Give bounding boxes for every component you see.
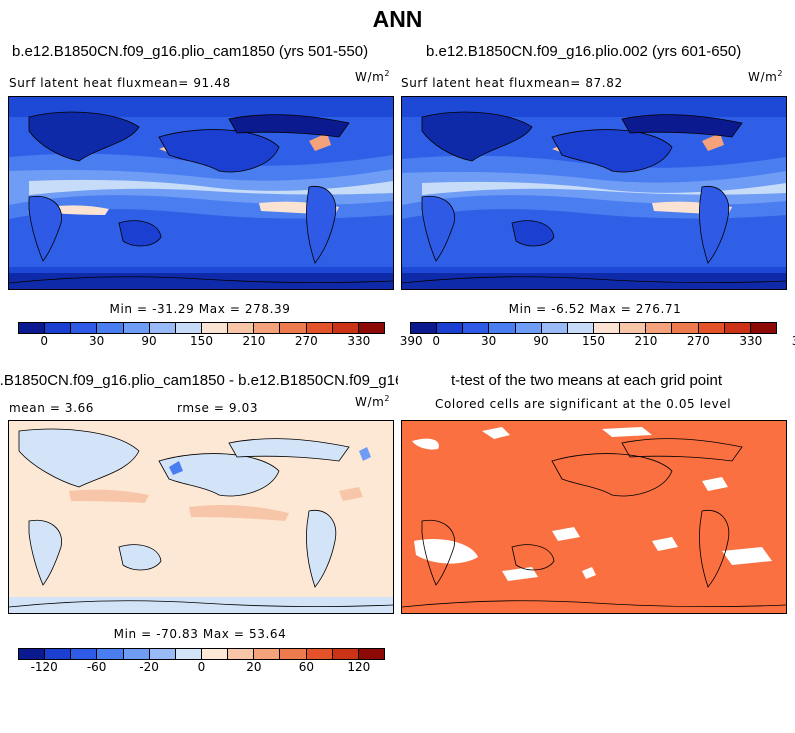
colorbar-cell <box>541 323 568 333</box>
colorbar-cell <box>358 649 384 659</box>
colorbar-tick-label: 330 <box>347 334 371 348</box>
panel3-minmax: Min = -70.83 Max = 53.64 <box>113 627 287 641</box>
figure-title: ANN <box>372 6 423 32</box>
colorbar-cell <box>228 649 255 659</box>
colorbar-cell <box>254 649 281 659</box>
panel4-subtitle: Colored cells are significant at the 0.0… <box>435 397 732 411</box>
colorbar-tick-label: 0 <box>197 660 206 674</box>
colorbar-cell <box>698 323 725 333</box>
colorbar-cell <box>280 323 307 333</box>
colorbar-tick-label: 90 <box>533 334 549 348</box>
colorbar-cell <box>19 649 46 659</box>
colorbar-cell <box>593 323 621 333</box>
colorbar-cell <box>45 649 72 659</box>
panel2-colorbar-ticks: 0 30 90 150 210 270 330 390 <box>410 334 795 350</box>
colorbar-tick-label: 60 <box>298 660 314 674</box>
colorbar-cell <box>97 323 124 333</box>
colorbar-tick-label: 0 <box>40 334 49 348</box>
colorbar-tick-label: 120 <box>347 660 371 674</box>
panel3-map <box>8 420 394 614</box>
panel3-colorbar-ticks: -120 -60 -20 0 20 60 120 <box>18 660 385 676</box>
panel2-minmax: Min = -6.52 Max = 276.71 <box>508 302 682 316</box>
colorbar-cell <box>228 323 255 333</box>
colorbar-cell <box>672 323 699 333</box>
colorbar-cell <box>175 649 202 659</box>
colorbar-cell <box>332 649 359 659</box>
colorbar-tick-label: 390 <box>792 334 795 348</box>
colorbar-cell <box>254 323 281 333</box>
panel1-subtitle: Surf latent heat fluxmean= 91.48 <box>9 76 231 90</box>
colorbar-cell <box>437 323 464 333</box>
colorbar-tick-label: 210 <box>634 334 658 348</box>
panel2-units: W/m2 <box>748 69 784 84</box>
panel2-map <box>401 96 787 290</box>
colorbar-tick-label: -120 <box>30 660 58 674</box>
colorbar-cell <box>201 323 229 333</box>
colorbar-cell <box>515 323 542 333</box>
colorbar-tick-label: 30 <box>481 334 497 348</box>
colorbar-cell <box>463 323 490 333</box>
colorbar-tick-label: 20 <box>246 660 262 674</box>
colorbar-cell <box>306 649 333 659</box>
colorbar-tick-label: 30 <box>89 334 105 348</box>
colorbar-cell <box>489 323 516 333</box>
colorbar-cell <box>71 323 98 333</box>
colorbar-cell <box>358 323 384 333</box>
colorbar-cell <box>411 323 438 333</box>
colorbar-tick-label: 210 <box>242 334 266 348</box>
panel2-title: b.e12.B1850CN.f09_g16.plio.002 (yrs 601-… <box>426 43 742 60</box>
colorbar-tick-label: 0 <box>432 334 441 348</box>
colorbar-cell <box>149 323 176 333</box>
colorbar-tick-label: -60 <box>86 660 107 674</box>
panel3-units: W/m2 <box>355 394 391 409</box>
colorbar-cell <box>646 323 673 333</box>
colorbar-cell <box>45 323 72 333</box>
panel3-mean: mean = 3.66 <box>9 401 95 415</box>
panel4-map <box>401 420 787 614</box>
colorbar-tick-label: 90 <box>141 334 157 348</box>
panel1-title: b.e12.B1850CN.f09_g16.plio_cam1850 (yrs … <box>12 43 369 60</box>
panel1-minmax: Min = -31.29 Max = 278.39 <box>109 302 291 316</box>
colorbar-tick-label: 150 <box>582 334 605 348</box>
panel2-map-svg <box>402 97 786 289</box>
colorbar-cell <box>97 649 124 659</box>
panel3-title: b.e12.B1850CN.f09_g16.plio_cam1850 - b.e… <box>0 372 398 389</box>
colorbar-cell <box>175 323 202 333</box>
colorbar-tick-label: 270 <box>686 334 710 348</box>
colorbar-cell <box>201 649 229 659</box>
panel3-title-clip: b.e12.B1850CN.f09_g16.plio_cam1850 - b.e… <box>0 370 398 392</box>
colorbar-cell <box>19 323 46 333</box>
panel4-title: t-test of the two means at each grid poi… <box>451 372 722 389</box>
panel1-map <box>8 96 394 290</box>
colorbar-cell <box>750 323 776 333</box>
panel4-map-svg <box>402 421 786 613</box>
panel3-colorbar <box>18 648 385 660</box>
colorbar-cell <box>567 323 594 333</box>
panel2-colorbar <box>410 322 777 334</box>
colorbar-cell <box>332 323 359 333</box>
colorbar-tick-label: 150 <box>190 334 213 348</box>
colorbar-cell <box>71 649 98 659</box>
panel3-map-svg <box>9 421 393 613</box>
panel3-rmse: rmse = 9.03 <box>177 401 259 415</box>
panel1-units: W/m2 <box>355 69 391 84</box>
colorbar-cell <box>724 323 751 333</box>
colorbar-cell <box>149 649 176 659</box>
colorbar-cell <box>620 323 647 333</box>
colorbar-tick-label: -20 <box>139 660 159 674</box>
colorbar-tick-label: 270 <box>294 334 318 348</box>
colorbar-cell <box>123 649 150 659</box>
colorbar-tick-label: 330 <box>739 334 763 348</box>
panel1-colorbar <box>18 322 385 334</box>
colorbar-cell <box>280 649 307 659</box>
colorbar-tick-label: 390 <box>399 334 423 348</box>
panel2-subtitle: Surf latent heat fluxmean= 87.82 <box>401 76 623 90</box>
panel1-map-svg <box>9 97 393 289</box>
colorbar-cell <box>306 323 333 333</box>
colorbar-cell <box>123 323 150 333</box>
panel1-colorbar-ticks: 0 30 90 150 210 270 330 390 <box>18 334 422 350</box>
